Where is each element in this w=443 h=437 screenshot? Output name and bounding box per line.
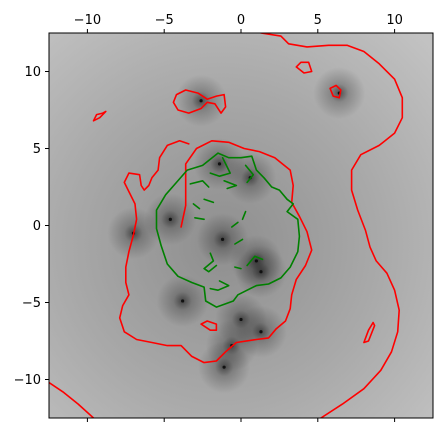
- green-contour-line: [246, 255, 264, 267]
- source-point: [220, 237, 225, 241]
- source-point: [181, 299, 185, 303]
- y-tick-label: −5: [22, 296, 41, 311]
- red-contour-line: [260, 33, 404, 418]
- green-contour-line: [241, 210, 247, 221]
- y-tick-label: −10: [14, 373, 41, 388]
- green-contour-line: [231, 221, 239, 228]
- x-tick-label: 0: [237, 13, 245, 28]
- green-contour-line: [189, 180, 210, 188]
- x-tick-label: −10: [74, 13, 101, 28]
- red-contour-line: [118, 140, 313, 364]
- y-tick-label: 0: [33, 219, 41, 234]
- green-contour-line: [209, 156, 231, 177]
- x-tick-label: 10: [386, 13, 403, 28]
- green-contour-line: [192, 203, 201, 210]
- ticks-layer: −10 −5 0 5 10 −10 −5 0 5 10: [14, 13, 403, 422]
- x-tick-label: −5: [155, 13, 174, 28]
- green-contour-line: [194, 217, 205, 221]
- contours-layer: [49, 33, 404, 418]
- red-contour-line: [329, 84, 342, 99]
- source-point: [222, 365, 226, 369]
- red-contour-line: [295, 61, 313, 74]
- source-point: [217, 162, 222, 166]
- red-contour-line: [363, 321, 376, 344]
- source-point: [199, 99, 203, 103]
- red-contour-line: [172, 89, 227, 114]
- red-contour-line: [49, 381, 95, 418]
- source-point: [259, 270, 263, 274]
- green-contour-line: [203, 198, 215, 204]
- source-point: [259, 330, 263, 334]
- green-contour-line: [223, 180, 238, 190]
- green-contour-line: [234, 238, 244, 245]
- x-tick-label: 5: [314, 13, 322, 28]
- red-contour-line: [200, 320, 218, 331]
- plot-area: [49, 33, 433, 418]
- green-contour-line: [209, 280, 230, 291]
- source-point: [168, 217, 172, 221]
- y-tick-label: 10: [24, 65, 41, 80]
- red-contour-line: [92, 110, 107, 122]
- green-contour-line: [155, 152, 301, 308]
- y-tick-label: 5: [33, 142, 41, 157]
- green-contour-line: [203, 252, 218, 273]
- green-contour-line: [234, 266, 242, 270]
- green-contour-line: [244, 164, 255, 184]
